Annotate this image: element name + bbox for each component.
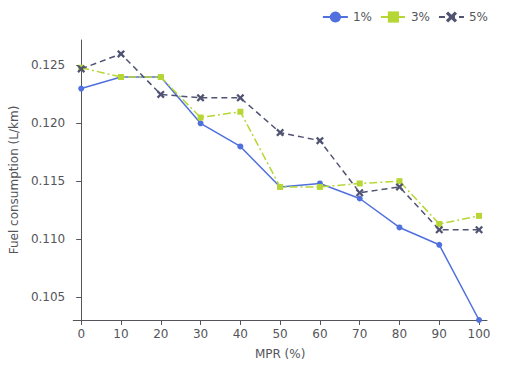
svg-text:20: 20	[153, 327, 168, 341]
svg-text:0.105: 0.105	[31, 290, 65, 304]
svg-text:3%: 3%	[411, 10, 430, 24]
svg-text:80: 80	[392, 327, 407, 341]
svg-text:40: 40	[233, 327, 248, 341]
svg-text:0.125: 0.125	[31, 58, 65, 72]
svg-text:10: 10	[113, 327, 128, 341]
svg-text:60: 60	[312, 327, 327, 341]
svg-text:0.110: 0.110	[31, 232, 65, 246]
svg-text:Fuel consumption (L/km): Fuel consumption (L/km)	[7, 106, 21, 255]
svg-text:1%: 1%	[353, 10, 372, 24]
svg-text:MPR (%): MPR (%)	[255, 347, 306, 361]
svg-text:30: 30	[193, 327, 208, 341]
svg-text:0.120: 0.120	[31, 116, 65, 130]
svg-text:0.115: 0.115	[31, 174, 65, 188]
svg-text:90: 90	[432, 327, 447, 341]
svg-text:0: 0	[77, 327, 85, 341]
svg-text:5%: 5%	[469, 10, 488, 24]
svg-text:70: 70	[352, 327, 367, 341]
svg-text:100: 100	[468, 327, 491, 341]
svg-text:50: 50	[272, 327, 287, 341]
